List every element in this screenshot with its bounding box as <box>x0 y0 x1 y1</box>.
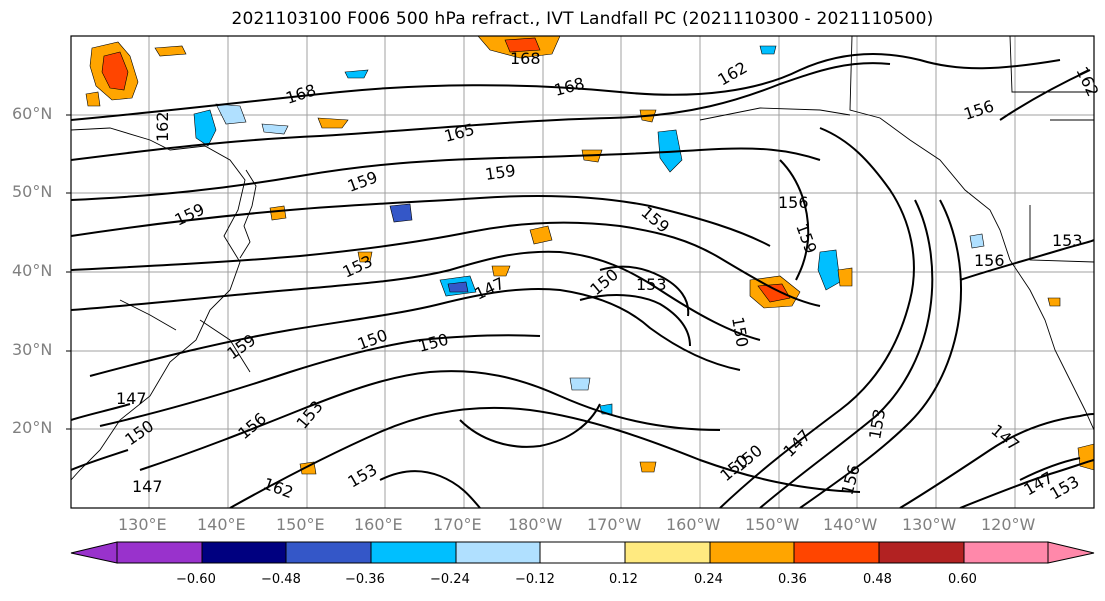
lon-tick-label: 130°W <box>902 515 957 534</box>
lon-tick-label: 120°W <box>981 515 1036 534</box>
contour-label: 156 <box>778 193 809 212</box>
lat-tick-label: 20°N <box>12 418 53 437</box>
colorbar-tick-label: −0.12 <box>515 572 555 587</box>
contour-label: 159 <box>484 161 517 184</box>
shaded-patches <box>85 36 1094 475</box>
colorbar-tick-label: −0.24 <box>430 572 470 587</box>
map-title: 2021103100 F006 500 hPa refract., IVT La… <box>231 9 934 29</box>
lat-tick-label: 30°N <box>12 340 53 359</box>
colorbar-tick-label: 0.12 <box>609 572 638 587</box>
contour-label: 153 <box>1052 231 1083 250</box>
colorbar-tick-label: −0.60 <box>176 572 216 587</box>
lon-tick-label: 130°E <box>118 515 167 534</box>
contour-label: 156 <box>974 251 1005 270</box>
lon-tick-label: 170°E <box>433 515 482 534</box>
lon-tick-label: 140°W <box>823 515 878 534</box>
contour-label: 168 <box>510 49 541 68</box>
lon-tick-label: 160°W <box>666 515 721 534</box>
lat-tick-label: 40°N <box>12 261 53 280</box>
axis-ticks <box>66 114 71 430</box>
contour-label: 147 <box>116 389 147 408</box>
colorbar-tick-label: 0.60 <box>948 572 977 587</box>
colorbar-extend-min <box>70 541 118 564</box>
colorbar-tick-label: −0.36 <box>345 572 385 587</box>
lat-tick-label: 50°N <box>12 182 53 201</box>
colorbar-tick-label: 0.36 <box>778 572 807 587</box>
lon-tick-label: 170°W <box>587 515 642 534</box>
lon-tick-label: 150°E <box>276 515 325 534</box>
colorbar-extend-max <box>1047 541 1095 564</box>
contour-label: 147 <box>132 477 163 496</box>
contour-label: 162 <box>153 111 172 142</box>
lat-tick-label: 60°N <box>12 104 53 123</box>
colorbar-tick-label: 0.48 <box>863 572 892 587</box>
lon-tick-label: 180°W <box>508 515 563 534</box>
lon-tick-label: 140°E <box>197 515 246 534</box>
lon-tick-label: 150°W <box>745 515 800 534</box>
lon-tick-label: 160°E <box>354 515 403 534</box>
colorbar-tick-label: 0.24 <box>694 572 723 587</box>
contour-label: 153 <box>636 275 667 294</box>
colorbar <box>70 541 1095 564</box>
height-contours <box>71 53 1094 508</box>
colorbar-tick-label: −0.48 <box>261 572 301 587</box>
